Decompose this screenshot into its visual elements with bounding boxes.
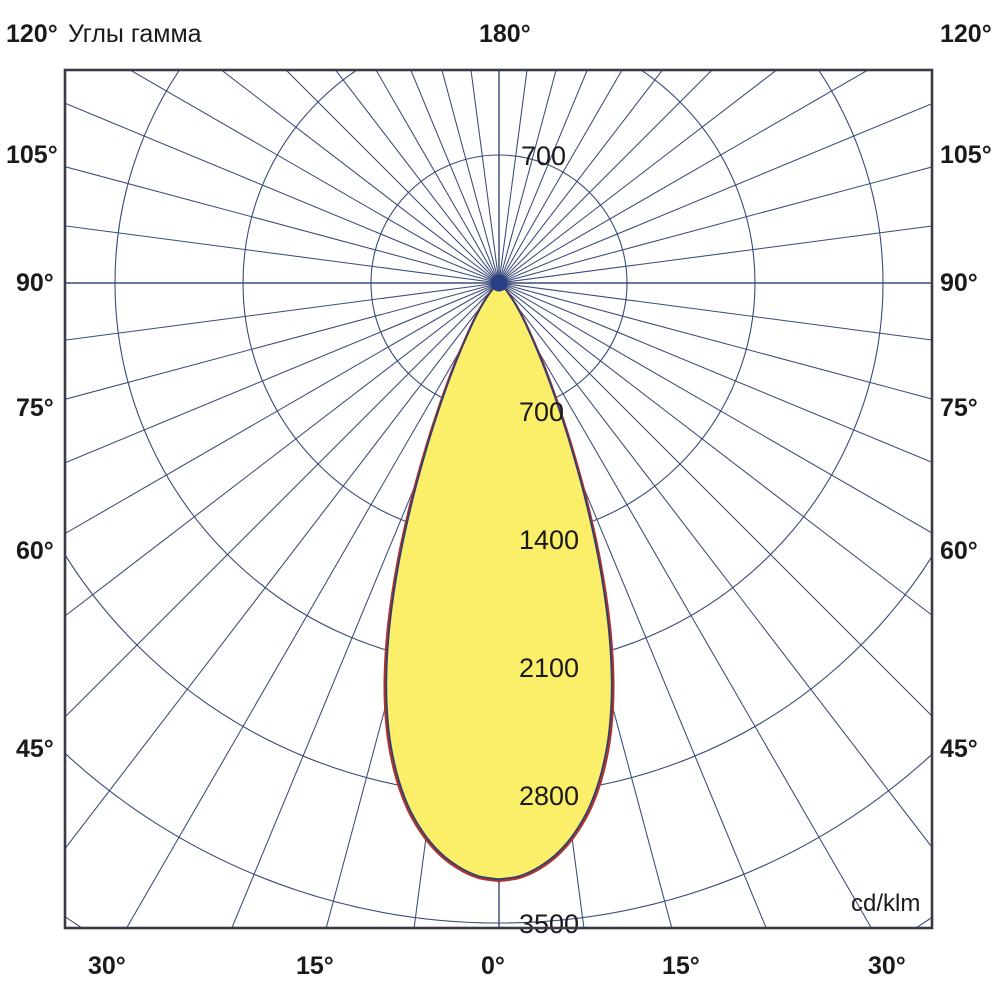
label-right-90: 90°	[940, 269, 978, 297]
label-left-75: 75°	[16, 394, 54, 422]
label-left-60: 60°	[16, 537, 54, 565]
radial-tick-label: 700	[521, 141, 566, 171]
label-right-105: 105°	[940, 141, 992, 169]
radial-tick-labels: 700 700 1400 2100 2800 3500	[519, 141, 579, 939]
label-top-180: 180°	[479, 20, 531, 48]
label-bottom-15-left: 15°	[296, 952, 334, 980]
label-bottom-0: 0°	[481, 952, 505, 980]
radial-tick-label: 3500	[519, 909, 579, 939]
units-label: cd/klm	[851, 890, 921, 917]
plot-frame	[63, 68, 934, 930]
radial-tick-label: 700	[519, 397, 564, 427]
radial-tick-label: 2800	[519, 781, 579, 811]
label-bottom-15-right: 15°	[662, 952, 700, 980]
label-right-60: 60°	[940, 537, 978, 565]
label-top-right-120: 120°	[940, 20, 992, 48]
label-top-left-120: 120°	[6, 20, 58, 48]
radial-tick-label: 1400	[519, 525, 579, 555]
label-right-45: 45°	[940, 735, 978, 763]
label-bottom-30-left: 30°	[88, 952, 126, 980]
intensity-curve	[383, 274, 615, 883]
label-left-45: 45°	[16, 735, 54, 763]
label-right-75: 75°	[940, 394, 978, 422]
label-left-90: 90°	[16, 269, 54, 297]
chart-title: Углы гамма	[68, 20, 202, 48]
label-bottom-30-right: 30°	[868, 952, 906, 980]
label-left-105: 105°	[6, 141, 58, 169]
radial-tick-label: 2100	[519, 653, 579, 683]
